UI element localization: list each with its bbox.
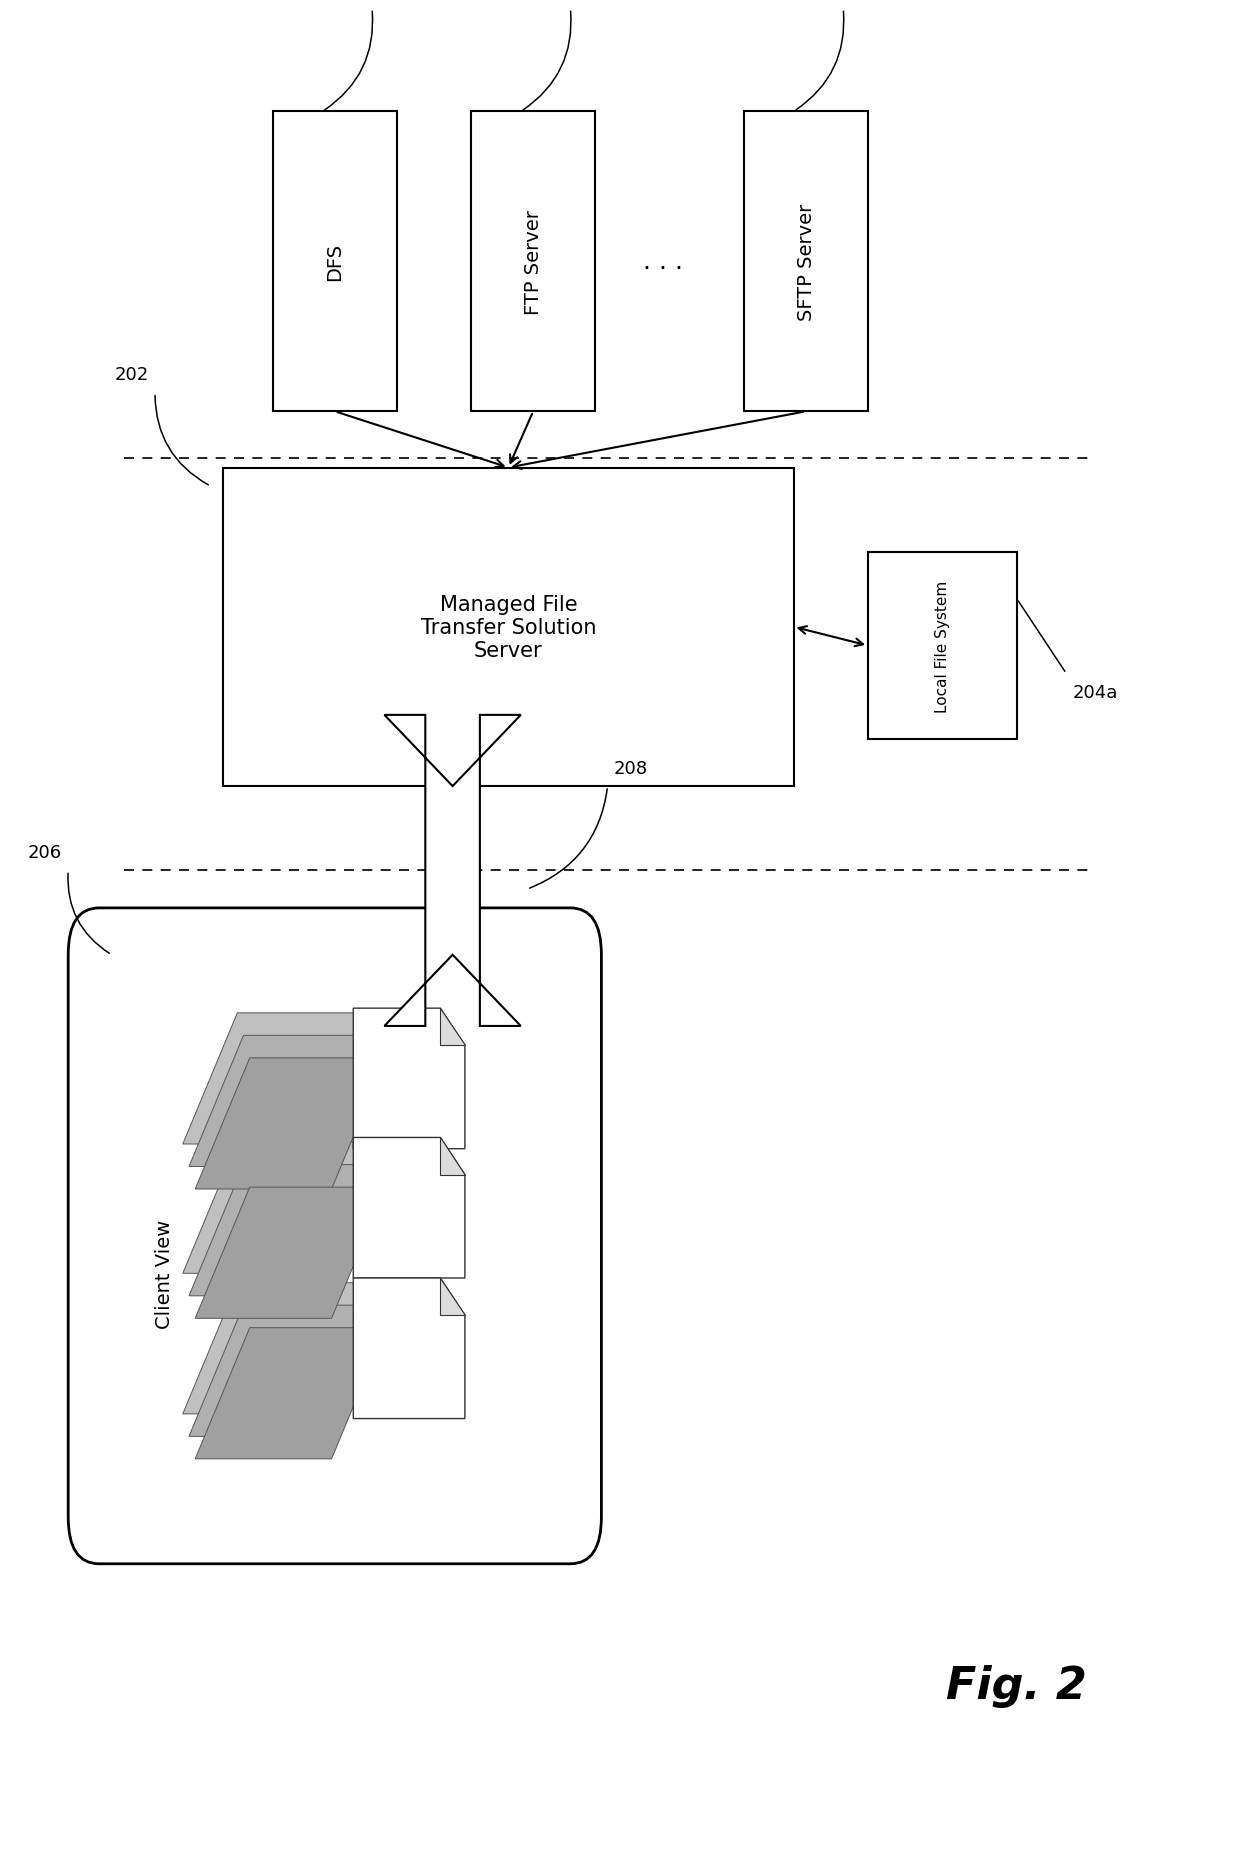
Text: . . .: . . . — [644, 251, 683, 273]
Text: 202: 202 — [114, 365, 149, 384]
Polygon shape — [195, 1058, 386, 1189]
Polygon shape — [195, 1187, 386, 1319]
Text: Client View: Client View — [155, 1219, 174, 1328]
Bar — [223, 468, 794, 787]
Text: Local File System: Local File System — [935, 581, 950, 712]
Text: DFS: DFS — [325, 243, 345, 281]
Polygon shape — [188, 1036, 379, 1167]
Polygon shape — [440, 1008, 465, 1045]
Polygon shape — [188, 1305, 379, 1437]
Polygon shape — [182, 1283, 373, 1414]
Text: SFTP Server: SFTP Server — [796, 204, 816, 320]
Polygon shape — [182, 1013, 373, 1144]
Polygon shape — [384, 715, 521, 1026]
Text: 204a: 204a — [1073, 684, 1118, 702]
Text: 206: 206 — [27, 843, 62, 862]
Bar — [868, 553, 1017, 740]
Bar — [471, 112, 595, 412]
Polygon shape — [440, 1279, 465, 1315]
FancyBboxPatch shape — [68, 908, 601, 1564]
Polygon shape — [182, 1143, 373, 1274]
Polygon shape — [353, 1137, 465, 1279]
Text: FTP Server: FTP Server — [523, 210, 543, 315]
Text: Managed File
Transfer Solution
Server: Managed File Transfer Solution Server — [420, 594, 596, 661]
Polygon shape — [440, 1137, 465, 1174]
Bar — [744, 112, 868, 412]
Polygon shape — [195, 1328, 386, 1459]
Polygon shape — [188, 1165, 379, 1296]
Polygon shape — [353, 1008, 465, 1148]
Text: 208: 208 — [614, 759, 649, 777]
Bar — [273, 112, 397, 412]
Polygon shape — [353, 1279, 465, 1420]
Text: Fig. 2: Fig. 2 — [946, 1665, 1087, 1706]
